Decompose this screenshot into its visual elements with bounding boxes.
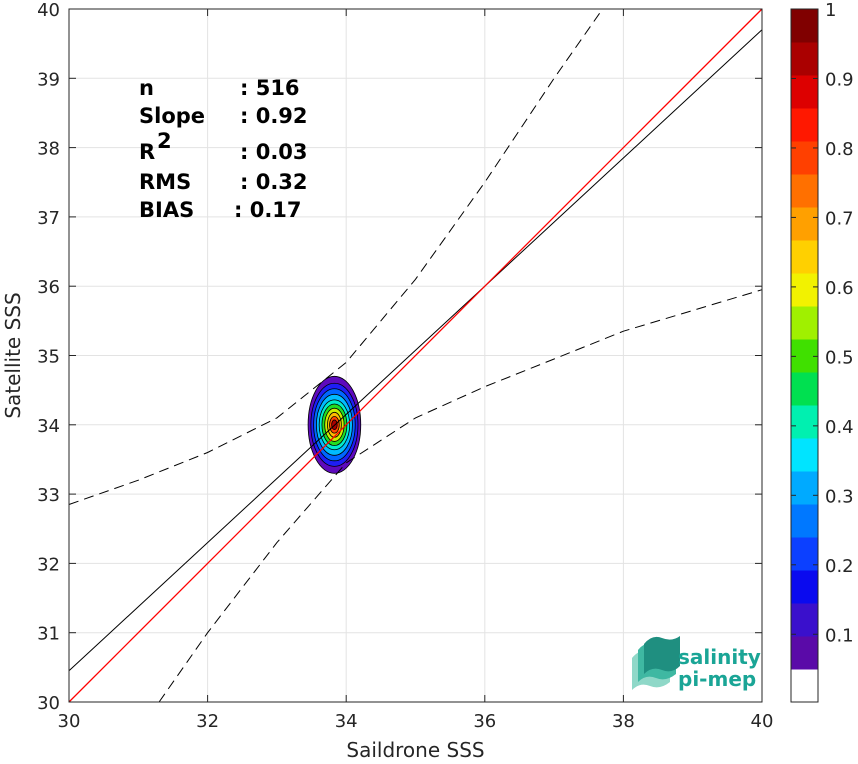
- logo-text-line1: salinity: [678, 645, 761, 669]
- colorbar-band: [791, 207, 818, 241]
- y-tick-label: 40: [37, 0, 60, 21]
- y-tick-label: 32: [37, 554, 60, 575]
- y-tick-label: 36: [37, 277, 60, 298]
- colorbar-tick-label: 1: [825, 0, 836, 21]
- colorbar-band: [791, 504, 818, 538]
- stat-label: Slope: [139, 104, 205, 128]
- colorbar-band: [791, 141, 818, 175]
- y-axis-label: Satellite SSS: [1, 292, 25, 418]
- y-tick-label: 37: [37, 208, 60, 229]
- colorbar-tick-label: 0.4: [825, 417, 854, 438]
- y-tick-label: 38: [37, 139, 60, 160]
- x-tick-label: 36: [473, 711, 496, 732]
- stat-value: : 516: [240, 76, 300, 100]
- x-tick-label: 30: [58, 711, 81, 732]
- colorbar-tick-label: 0.6: [825, 278, 854, 299]
- y-tick-label: 35: [37, 347, 60, 368]
- stat-value: : 0.03: [240, 140, 308, 164]
- colorbar-band: [791, 603, 818, 637]
- colorbar-band: [791, 372, 818, 406]
- confidence-lower-line: [158, 289, 763, 703]
- confidence-upper-line: [68, 8, 604, 505]
- colorbar-band: [791, 42, 818, 76]
- y-tick-label: 39: [37, 69, 60, 90]
- colorbar: 0.1 0.2 0.3 0.4 0.5 0.6 0.7 0.8 0.9 1: [790, 0, 854, 703]
- x-axis-ticks: 30 32 34 36 38 40: [58, 9, 774, 732]
- stat-label: n: [139, 76, 154, 100]
- colorbar-band: [791, 570, 818, 604]
- colorbar-band: [791, 174, 818, 208]
- logo-text-line2: pi-mep: [678, 667, 756, 691]
- colorbar-tick-label: 0.3: [825, 486, 854, 507]
- colorbar-tick-label: 0.7: [825, 208, 854, 229]
- colorbar-band: [791, 537, 818, 571]
- colorbar-tick-label: 0.8: [825, 139, 854, 160]
- colorbar-band: [791, 306, 818, 340]
- fit-line: [68, 29, 763, 672]
- colorbar-tick-label: 0.5: [825, 347, 854, 368]
- y-tick-label: 31: [37, 624, 60, 645]
- colorbar-band: [791, 339, 818, 373]
- colorbar-band: [791, 273, 818, 307]
- x-axis-label: Saildrone SSS: [346, 738, 484, 762]
- stat-label-superscript: 2: [157, 129, 172, 153]
- x-tick-label: 34: [335, 711, 358, 732]
- colorbar-tick-label: 0.1: [825, 625, 854, 646]
- colorbar-band: [791, 240, 818, 274]
- x-tick-label: 38: [612, 711, 635, 732]
- statistics-annotation: n : 516 Slope : 0.92 R 2 : 0.03 RMS : 0.32 BIAS : …: [139, 76, 308, 222]
- colorbar-band: [791, 636, 818, 670]
- colorbar-tick-label: 0.9: [825, 69, 854, 90]
- colorbar-tick-label: 0.2: [825, 556, 854, 577]
- y-tick-label: 34: [37, 416, 60, 437]
- salinity-pimep-logo: salinity pi-mep: [632, 636, 761, 691]
- y-tick-label: 33: [37, 485, 60, 506]
- colorbar-band: [791, 108, 818, 142]
- colorbar-band: [791, 438, 818, 472]
- stat-label: BIAS: [139, 198, 194, 222]
- stat-value: : 0.17: [234, 198, 302, 222]
- stat-value: : 0.32: [240, 170, 308, 194]
- regression-lines: [68, 8, 763, 703]
- x-tick-label: 32: [196, 711, 219, 732]
- x-tick-label: 40: [751, 711, 774, 732]
- logo-waves-icon: [632, 636, 680, 690]
- stat-label: RMS: [139, 170, 191, 194]
- colorbar-band: [791, 471, 818, 505]
- colorbar-frame: [790, 8, 819, 703]
- colorbar-band: [791, 405, 818, 439]
- colorbar-band: [791, 9, 818, 43]
- colorbar-band: [791, 75, 818, 109]
- stat-label: R: [139, 140, 155, 164]
- y-axis-ticks: 30 31 32 33 34 35 36 37 38 39 40: [37, 0, 762, 714]
- colorbar-band: [791, 669, 818, 703]
- stat-value: : 0.92: [240, 104, 308, 128]
- one-to-one-line: [68, 8, 763, 703]
- y-tick-label: 30: [37, 693, 60, 714]
